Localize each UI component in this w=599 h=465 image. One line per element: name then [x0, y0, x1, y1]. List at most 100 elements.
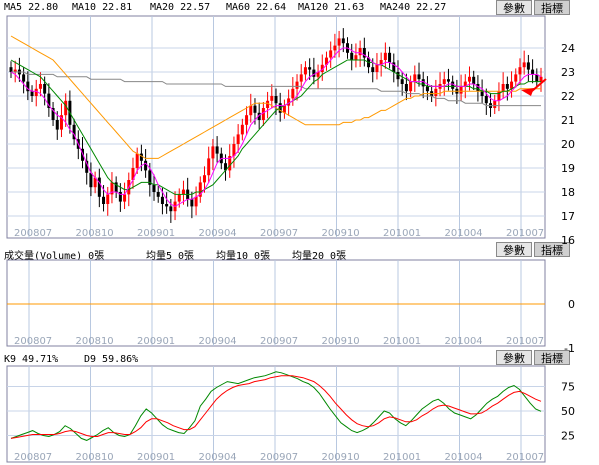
month-label-1-2: 200901 [137, 336, 175, 347]
candle-body [194, 196, 198, 207]
kd-indicator-0: K9 49.71% [4, 354, 59, 365]
candle-body [190, 199, 194, 207]
candle-body [22, 74, 26, 82]
candle-body [467, 76, 471, 82]
candle-body [270, 96, 274, 101]
candle-body [303, 67, 307, 75]
price-params-button[interactable]: 參數 [496, 0, 532, 15]
candle-body [165, 204, 169, 207]
candle-body [518, 67, 522, 75]
candle-body [131, 168, 135, 180]
candle-body [291, 88, 295, 99]
month-label-0-4: 200907 [260, 228, 298, 239]
candle-body [64, 100, 68, 116]
candle-body [484, 96, 488, 104]
panel-frame-1 [6, 259, 546, 347]
candle-body [169, 206, 173, 212]
candle-body [266, 100, 270, 108]
candle-body [123, 194, 127, 202]
candle-body [371, 67, 375, 72]
candle-body [106, 194, 110, 204]
candle-body [459, 86, 463, 94]
candle-body [295, 81, 299, 89]
month-label-1-3: 200904 [199, 336, 237, 347]
candle-body [274, 96, 278, 104]
price-indicator-2: MA20 22.57 [150, 2, 211, 13]
volume-indicator-0: 成交量(Volume) 0張 [4, 251, 105, 262]
candle-body [299, 74, 303, 82]
candle-body [421, 79, 425, 87]
candle-body [312, 69, 316, 77]
candle-body [446, 79, 450, 82]
month-label-1-4: 200907 [260, 336, 298, 347]
candle-body [501, 84, 505, 92]
candle-body [93, 177, 97, 188]
candle-body [434, 88, 438, 96]
candle-body [55, 120, 59, 130]
volume-indicator-button[interactable]: 指標 [534, 242, 570, 257]
candle-body [526, 62, 530, 70]
candle-body [148, 170, 152, 185]
candle-body [253, 105, 257, 113]
candle-body [207, 158, 211, 176]
candle-body [442, 79, 446, 84]
volume-indicator-2: 均量10 0張 [216, 251, 271, 262]
month-label-0-8: 201007 [506, 228, 544, 239]
price-ytick-0: 16 [561, 234, 575, 247]
kd-ytick-2: 75 [561, 381, 575, 394]
month-label-2-2: 200901 [137, 452, 175, 463]
month-label-2-8: 201007 [506, 452, 544, 463]
candle-body [287, 98, 291, 106]
candle-body [379, 60, 383, 65]
volume-params-button[interactable]: 參數 [496, 242, 532, 257]
candle-body [9, 67, 13, 72]
price-ytick-1: 17 [561, 210, 575, 223]
month-label-1-1: 200810 [76, 336, 114, 347]
volume-ytick-0: -1 [564, 342, 575, 355]
candle-body [362, 48, 366, 58]
candle-body [177, 194, 181, 202]
candle-body [118, 192, 122, 202]
candle-body [472, 76, 476, 84]
candle-body [72, 124, 76, 140]
candle-body [232, 144, 236, 156]
candle-body [333, 45, 337, 51]
candle-body [320, 64, 324, 72]
price-ytick-3: 19 [561, 162, 575, 175]
panel-frame-2 [6, 365, 546, 463]
ma120-line [10, 35, 541, 159]
candle-body [257, 112, 261, 120]
candle-body [47, 93, 51, 108]
candle-body [417, 74, 421, 80]
candle-body [181, 189, 185, 195]
candle-body [413, 74, 417, 82]
month-label-2-3: 200904 [199, 452, 237, 463]
candle-body [354, 55, 358, 60]
candle-body [85, 160, 89, 173]
candle-body [110, 182, 114, 195]
kd-params-button[interactable]: 參數 [496, 350, 532, 365]
candle-body [497, 91, 501, 101]
candle-body [350, 52, 354, 60]
price-ytick-6: 22 [561, 90, 575, 103]
price-indicator-1: MA10 22.81 [72, 2, 133, 13]
month-label-2-5: 200910 [322, 452, 360, 463]
candle-body [451, 81, 455, 89]
candle-body [409, 81, 413, 92]
candle-body [236, 134, 240, 144]
candle-body [337, 38, 341, 46]
candle-body [13, 69, 17, 72]
candle-body [324, 57, 328, 65]
candle-body [152, 184, 156, 192]
month-label-2-7: 201004 [445, 452, 483, 463]
kd-indicator-1: D9 59.86% [84, 354, 139, 365]
month-label-2-1: 200810 [76, 452, 114, 463]
ma5-line [10, 47, 542, 207]
candle-body [228, 156, 232, 171]
candle-body [425, 86, 429, 92]
candle-body [224, 163, 228, 171]
kd-indicator-button[interactable]: 指標 [534, 350, 570, 365]
price-indicator-button[interactable]: 指標 [534, 0, 570, 15]
month-label-1-0: 200807 [14, 336, 52, 347]
